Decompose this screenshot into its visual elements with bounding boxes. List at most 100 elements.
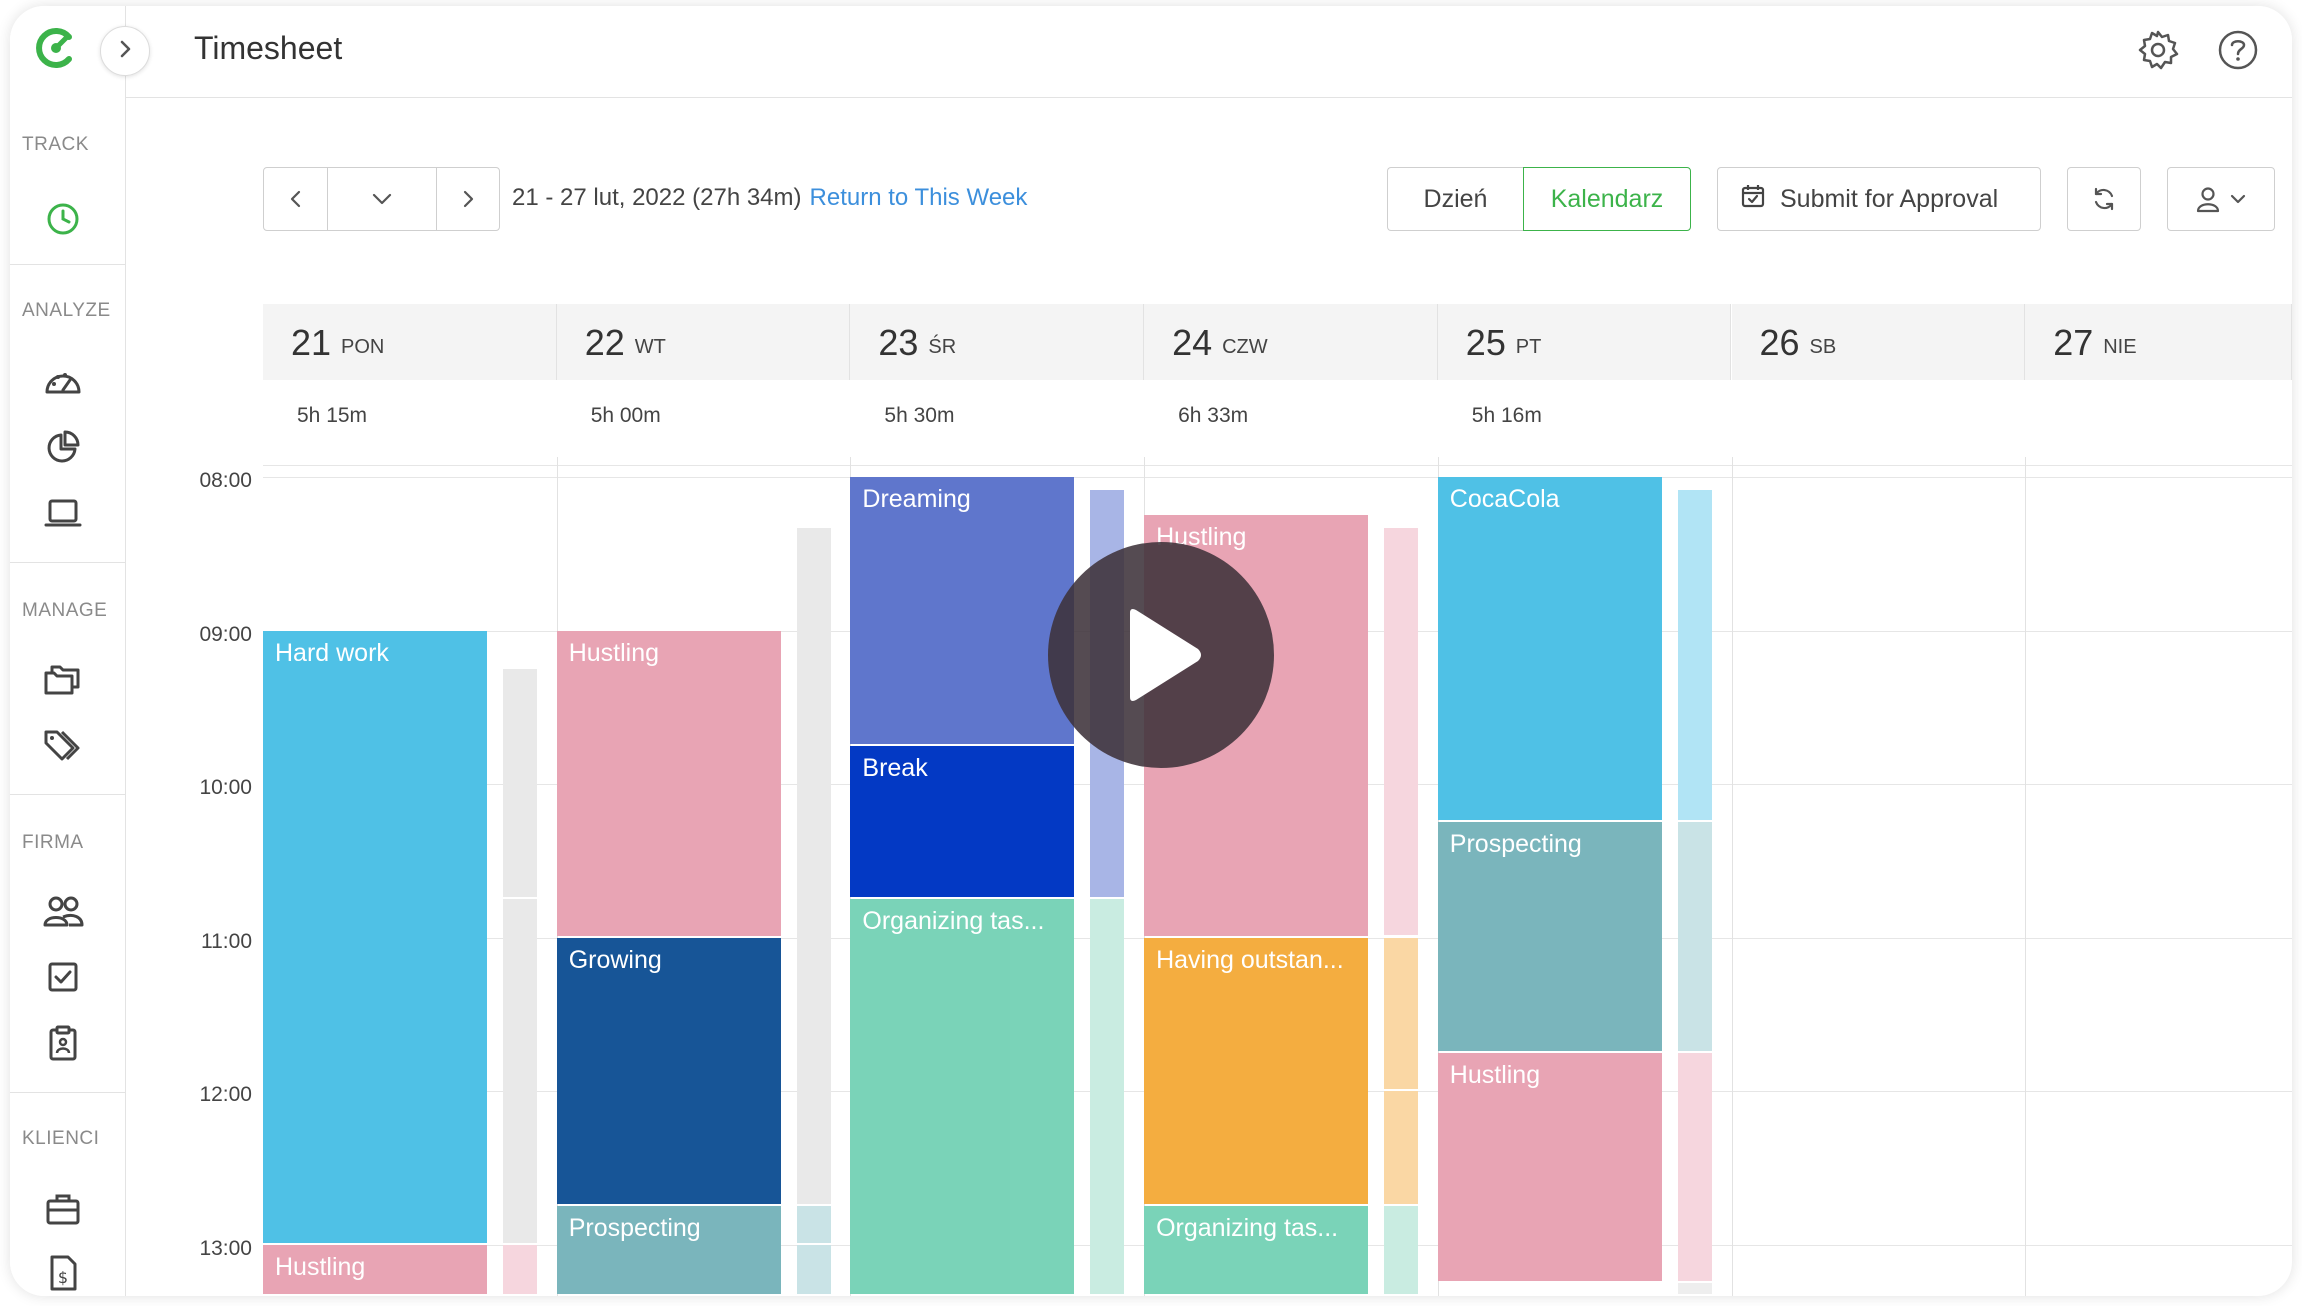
day-number: 26 — [1759, 322, 1800, 363]
view-toggle: Dzień Kalendarz — [1387, 167, 1691, 231]
play-video-button[interactable] — [1048, 542, 1274, 768]
invoice-icon[interactable]: $ — [40, 1250, 86, 1296]
day-header[interactable]: 21 PON — [263, 304, 557, 380]
sidebar-section-analyze: ANALYZE — [22, 300, 111, 321]
time-entry[interactable]: Hustling — [556, 630, 781, 936]
grid-top-line — [263, 465, 2292, 466]
calendar-view-button[interactable]: Kalendarz — [1523, 167, 1691, 231]
day-name: SB — [1809, 336, 1837, 358]
laptop-icon[interactable] — [40, 490, 86, 536]
day-divider — [1731, 457, 1733, 1296]
refresh-icon — [2094, 187, 2114, 211]
day-header[interactable]: 27 NIE — [2025, 304, 2292, 380]
time-summary-bar — [1677, 489, 1712, 821]
time-summary-bar — [1090, 899, 1125, 1294]
sidebar-expand-button[interactable] — [100, 26, 150, 76]
time-summary-bar — [796, 528, 831, 1205]
time-summary-bar — [796, 1206, 831, 1243]
pie-chart-icon[interactable] — [40, 424, 86, 470]
day-header[interactable]: 23 ŚR — [850, 304, 1145, 380]
clock-icon[interactable] — [40, 196, 86, 242]
sidebar-section-klienci: KLIENCI — [22, 1128, 100, 1149]
clockify-logo-icon[interactable] — [32, 24, 80, 72]
time-label: 11:00 — [201, 929, 252, 953]
page-title: Timesheet — [194, 30, 343, 66]
time-summary-bar — [1677, 1052, 1712, 1281]
previous-week-button[interactable] — [264, 168, 328, 230]
return-to-this-week-link[interactable]: Return to This Week — [809, 184, 1028, 211]
sidebar: TRACK ANALYZE MANAGE FIRMA — [10, 6, 126, 1296]
day-total: 6h 33m — [1178, 404, 1249, 427]
day-total: 5h 15m — [297, 404, 368, 427]
time-summary-bar — [1384, 528, 1419, 936]
time-summary-bar — [1677, 1282, 1712, 1294]
time-entry[interactable]: Hard work — [263, 630, 487, 1243]
date-range: 21 - 27 lut, 2022 (27h 34m) Return to Thi… — [512, 184, 1027, 212]
day-total: 5h 16m — [1471, 404, 1542, 427]
week-picker-button[interactable] — [328, 168, 437, 230]
hour-line — [263, 477, 2292, 478]
day-name: NIE — [2103, 336, 2137, 358]
clipboard-icon[interactable] — [40, 1020, 86, 1066]
time-entry[interactable]: Growing — [556, 937, 781, 1205]
time-entry[interactable]: Hustling — [263, 1244, 487, 1294]
day-number: 21 — [291, 322, 332, 363]
time-entry[interactable]: Dreaming — [850, 477, 1075, 744]
day-number: 22 — [584, 322, 625, 363]
submit-for-approval-button[interactable]: Submit for Approval — [1717, 167, 2041, 231]
time-entry[interactable]: Hustling — [1437, 1052, 1662, 1281]
day-number: 25 — [1465, 322, 1506, 363]
user-filter-button[interactable] — [2167, 167, 2275, 231]
time-entry[interactable]: Having outstan... — [1144, 937, 1369, 1205]
day-header[interactable]: 22 WT — [556, 304, 851, 380]
folders-icon[interactable] — [40, 656, 86, 702]
app-window: TRACK ANALYZE MANAGE FIRMA — [10, 6, 2292, 1296]
day-name: PON — [341, 336, 385, 358]
chevron-right-icon — [115, 39, 135, 64]
day-header[interactable]: 25 PT — [1437, 304, 1732, 380]
day-header[interactable]: 26 SB — [1731, 304, 2026, 380]
dashboard-icon[interactable] — [40, 359, 86, 405]
day-name: WT — [634, 336, 666, 358]
time-entry[interactable]: Break — [850, 745, 1075, 898]
time-label: 10:00 — [199, 776, 252, 799]
time-summary-bar — [1384, 1091, 1419, 1205]
date-range-label: 21 - 27 lut, 2022 (27h 34m) — [512, 184, 802, 211]
time-entry[interactable]: Organizing tas... — [850, 899, 1075, 1294]
time-entry[interactable]: CocaCola — [1437, 477, 1662, 821]
next-week-button[interactable] — [437, 168, 499, 230]
chevron-right-icon — [463, 190, 474, 208]
time-entry[interactable]: Prospecting — [1437, 822, 1662, 1051]
time-summary-bar — [503, 1244, 537, 1294]
checkbox-icon[interactable] — [40, 954, 86, 1000]
briefcase-icon[interactable] — [40, 1186, 86, 1232]
time-summary-bar — [503, 668, 537, 898]
day-view-button[interactable]: Dzień — [1387, 167, 1523, 231]
day-divider — [2025, 457, 2027, 1296]
day-number: 23 — [878, 322, 919, 363]
gear-icon[interactable] — [2134, 26, 2182, 74]
refresh-button[interactable] — [2067, 167, 2141, 231]
chevron-left-icon — [290, 190, 300, 208]
submit-for-approval-label: Submit for Approval — [1780, 184, 1999, 213]
time-label: 12:00 — [199, 1083, 252, 1106]
tags-icon[interactable] — [40, 722, 86, 768]
time-summary-bar — [1677, 822, 1712, 1051]
sidebar-section-track: TRACK — [22, 134, 89, 155]
time-summary-bar — [503, 899, 537, 1243]
day-header[interactable]: 24 CZW — [1144, 304, 1438, 380]
day-number: 27 — [2053, 322, 2094, 363]
user-icon — [2196, 187, 2220, 213]
sidebar-section-firma: FIRMA — [22, 832, 84, 853]
team-icon[interactable] — [40, 888, 86, 934]
week-navigation — [263, 167, 500, 231]
time-entry[interactable]: Organizing tas... — [1144, 1206, 1369, 1294]
time-summary-bar — [1384, 937, 1419, 1089]
play-icon — [1130, 609, 1201, 701]
top-bar: Timesheet — [126, 6, 2292, 98]
help-icon[interactable] — [2214, 26, 2262, 74]
calendar-grid: Hard work Hustling Hustling Growing Prospect… — [263, 457, 2292, 1296]
time-summary-bar — [796, 1244, 831, 1294]
chevron-down-icon — [372, 193, 392, 205]
time-entry[interactable]: Prospecting — [556, 1206, 781, 1294]
